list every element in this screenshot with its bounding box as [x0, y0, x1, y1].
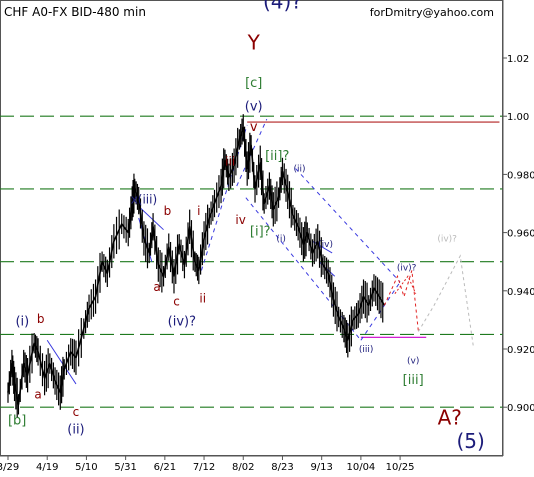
- wave-label: [b]: [8, 414, 26, 429]
- channel-line: [200, 124, 248, 271]
- wave-label: (ii): [293, 164, 305, 174]
- y-tick-label: 1.02: [507, 54, 529, 65]
- x-tick-label: 7/12: [193, 462, 215, 473]
- wave-labels: (4)? Y [c] (v) v iii [ii]? (ii) x(iii) b i iv [i]? (i…: [8, 0, 485, 453]
- wave-label: Y: [247, 30, 261, 54]
- forecast-red-alt: [394, 275, 417, 295]
- wave-label: (iv): [318, 240, 333, 250]
- x-tick-label: 5/10: [75, 462, 97, 473]
- wave-label: c: [173, 294, 180, 308]
- price-series: [7, 114, 386, 418]
- x-tick-label: 4/19: [36, 462, 58, 473]
- x-tick-label: 9/13: [310, 462, 332, 473]
- wave-label: v: [250, 120, 258, 135]
- chart-title: CHF A0-FX BID-480 min: [4, 5, 146, 19]
- wave-label: (v): [407, 357, 419, 367]
- wave-label: i: [197, 204, 200, 218]
- x-tick-label: 6/21: [154, 462, 176, 473]
- wave-label: (iv)?: [397, 263, 417, 273]
- channel-line: [295, 168, 401, 283]
- wave-label: (i): [15, 315, 29, 330]
- x-tick-label: 10/04: [346, 462, 375, 473]
- trend-line: [46, 339, 77, 385]
- wave-label: b: [37, 312, 45, 326]
- wave-label: b: [164, 204, 172, 218]
- wave-label: [ii]?: [265, 149, 289, 164]
- wave-label: [c]: [245, 76, 262, 91]
- x-tick-label: 5/31: [114, 462, 136, 473]
- y-tick-label: 0.900: [507, 403, 534, 414]
- wave-label: (ii): [67, 422, 84, 437]
- wave-label: [iii]: [403, 373, 424, 388]
- y-tick-label: 0.980: [507, 170, 534, 181]
- wave-label: (5): [457, 429, 485, 453]
- wave-label: a: [153, 280, 160, 294]
- x-tick-label: 8/23: [271, 462, 293, 473]
- wave-label: [i]?: [250, 225, 271, 240]
- plot-frame: [0, 0, 503, 456]
- chart-credit: forDmitry@yahoo.com: [370, 6, 494, 19]
- y-tick-label: 1.00: [507, 112, 529, 123]
- y-tick-label: 0.920: [507, 345, 534, 356]
- wave-label: ii: [199, 291, 206, 305]
- x-tick-label: 8/02: [232, 462, 254, 473]
- wave-label: (4)?: [263, 0, 302, 14]
- wave-label: c: [73, 405, 80, 419]
- y-tick-label: 0.960: [507, 229, 534, 240]
- wave-label: iv: [235, 213, 245, 227]
- wave-label: (v): [245, 99, 263, 114]
- forecast-paths: [383, 254, 474, 347]
- wave-label: x(iii): [131, 193, 157, 207]
- wave-label: iii: [225, 155, 235, 169]
- x-tick-label: 3/29: [0, 462, 19, 473]
- y-tick-label: 0.940: [507, 287, 534, 298]
- wave-label: A?: [438, 406, 462, 430]
- wave-label: (i): [276, 234, 286, 244]
- x-tick-label: 10/25: [386, 462, 415, 473]
- wave-label: a: [34, 387, 41, 401]
- forecast-grey: [417, 254, 474, 347]
- wave-label: (iv)?: [437, 234, 457, 244]
- wave-label: (iii): [359, 345, 374, 355]
- price-line: [7, 127, 386, 406]
- wave-label: (iv)?: [168, 315, 196, 330]
